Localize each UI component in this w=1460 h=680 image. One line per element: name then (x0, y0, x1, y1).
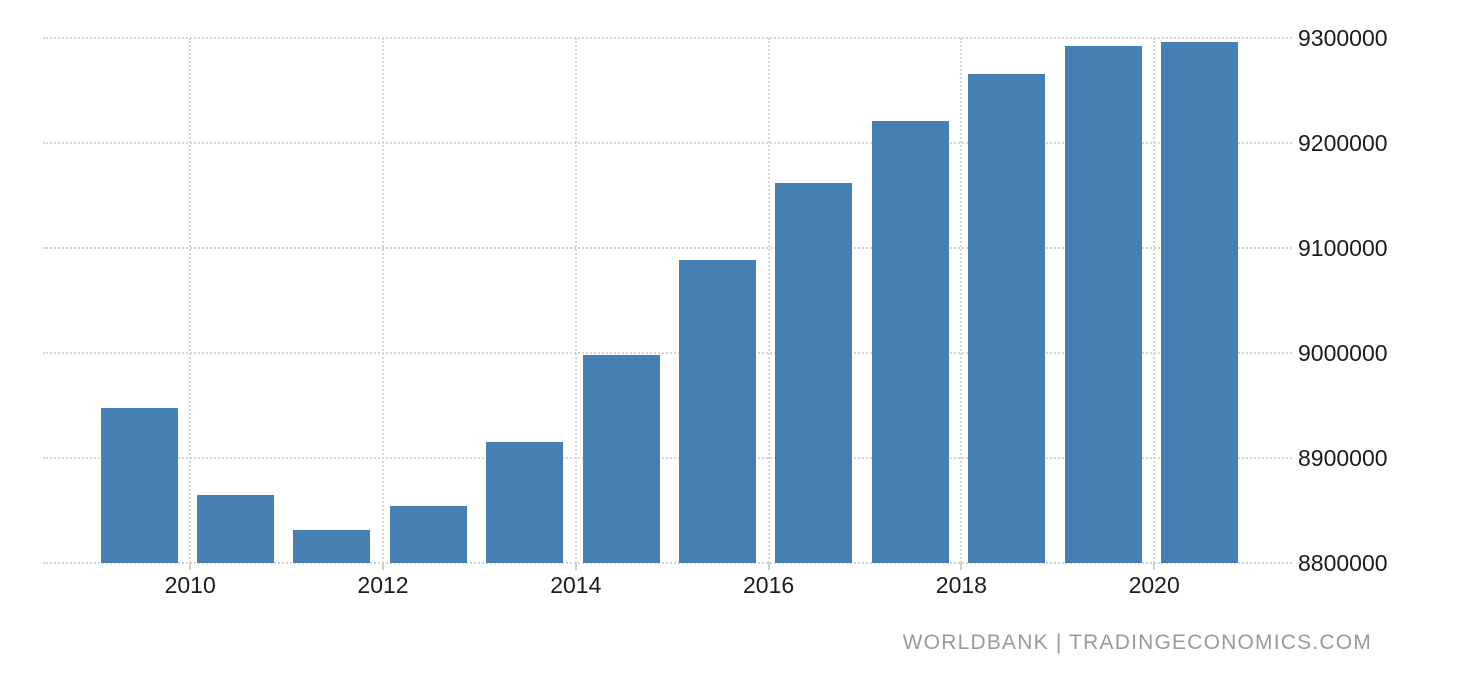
bar-2013[interactable] (486, 442, 564, 563)
bar-2018[interactable] (968, 73, 1046, 563)
x-tick-2012 (382, 563, 384, 570)
gridline-x-2018 (960, 38, 963, 563)
bar-2009[interactable] (100, 407, 178, 563)
gridline-y-9000000 (43, 352, 1292, 354)
x-axis-label-2016: 2016 (743, 572, 795, 598)
bar-2019[interactable] (1064, 46, 1142, 563)
gridline-y-9300000 (43, 37, 1292, 39)
y-axis-label-8800000: 8800000 (1298, 550, 1388, 576)
gridline-y-8900000 (43, 457, 1292, 459)
watermark: WORLDBANK | TRADINGECONOMICS.COM (902, 631, 1372, 654)
x-tick-2020 (1153, 563, 1156, 570)
x-tick-2010 (189, 563, 192, 570)
x-axis-label-2020: 2020 (1128, 572, 1180, 598)
gridline-y-9100000 (43, 247, 1292, 249)
bar-2014[interactable] (582, 355, 660, 563)
y-axis-label-8900000: 8900000 (1298, 445, 1388, 471)
x-axis-label-2012: 2012 (357, 572, 409, 598)
bar-2016[interactable] (775, 182, 853, 563)
gridline-y-8800000 (43, 562, 1292, 564)
gridline-x-2016 (767, 38, 770, 563)
x-tick-2014 (574, 563, 577, 570)
x-axis-label-2010: 2010 (164, 572, 216, 598)
x-axis-label-2018: 2018 (935, 572, 987, 598)
gridline-x-2012 (382, 38, 384, 563)
plot-area (43, 37, 1292, 564)
gridline-x-2010 (189, 38, 192, 563)
bar-2015[interactable] (678, 259, 756, 563)
bar-2017[interactable] (871, 120, 949, 563)
x-axis-label-2014: 2014 (550, 572, 602, 598)
gridline-y-9200000 (43, 142, 1292, 144)
bar-2012[interactable] (389, 506, 467, 563)
y-axis-label-9100000: 9100000 (1298, 235, 1388, 261)
gridline-x-2020 (1153, 38, 1156, 563)
bar-2020[interactable] (1160, 42, 1238, 563)
x-tick-2018 (960, 563, 963, 570)
gridline-x-2014 (574, 38, 577, 563)
y-axis-label-9300000: 9300000 (1298, 25, 1388, 51)
bar-2011[interactable] (293, 530, 371, 563)
y-axis-label-9000000: 9000000 (1298, 340, 1388, 366)
bar-2010[interactable] (196, 494, 274, 563)
y-axis-label-9200000: 9200000 (1298, 130, 1388, 156)
x-tick-2016 (767, 563, 770, 570)
